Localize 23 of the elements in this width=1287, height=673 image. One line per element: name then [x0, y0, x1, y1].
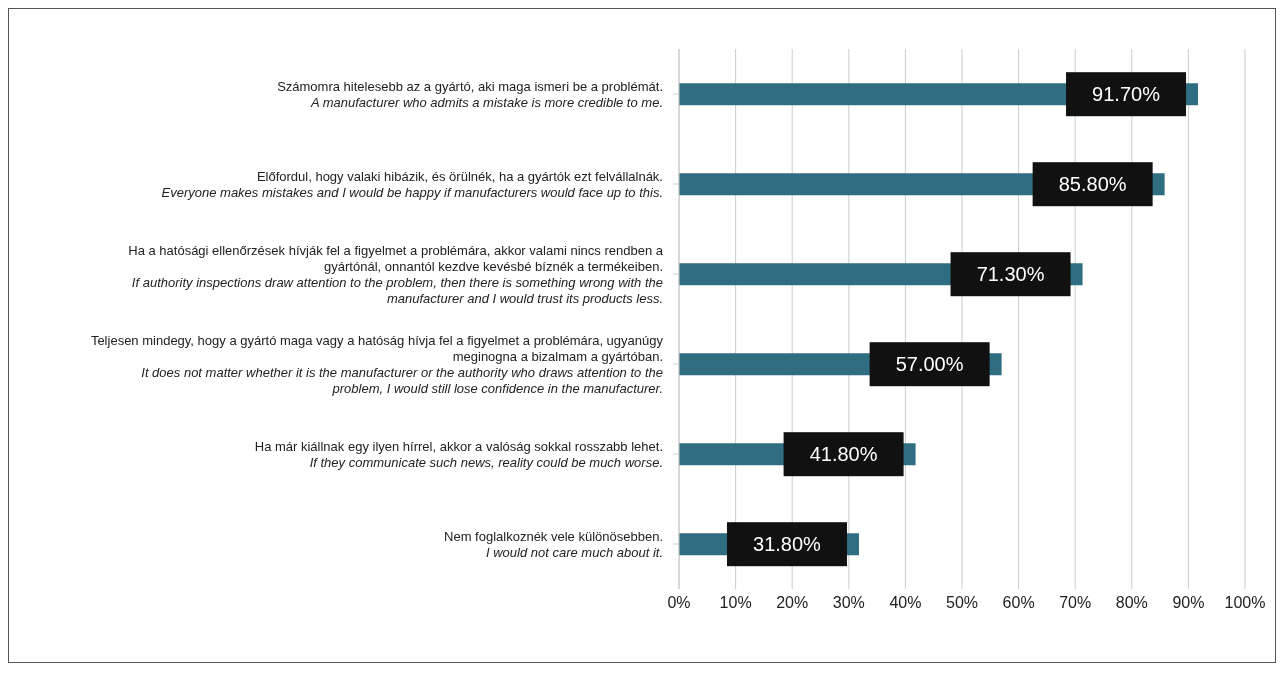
y-tick-label: Számomra hitelesebb az a gyártó, aki maga ismeri be a problémát. A manufacturer who admits a mistake is more credible to me. [277, 78, 663, 110]
y-tick-label: Ha a hatósági ellenőrzések hívják fel a figyelmet a problémára, akkor valami nincs rendben a gyártónál, onnantól kezdve kevésbé bíznék a termékeiben. If authority inspections draw attention to the problem, then there is something wrong with the manufacturer and I would trust its products less. [128, 242, 664, 306]
y-tick-label: Előfordul, hogy valaki hibázik, és örülnék, ha a gyártók ezt felvállalnák. Everyone makes mistakes and I would be happy if manufacturers would face up to this. [161, 168, 663, 200]
x-tick-label: 30% [832, 594, 865, 612]
x-tick-label: 50% [945, 594, 979, 612]
x-tick-label: 70% [1059, 594, 1092, 612]
x-tick-label: 90% [1172, 594, 1205, 612]
data-label: 71.30% [976, 263, 1045, 286]
y-tick-label: Ha már kiállnak egy ilyen hírrel, akkor a valóság sokkal rosszabb lehet. If they communicate such news, reality could be much worse. [254, 438, 663, 470]
y-tick-label: Teljesen mindegy, hogy a gyártó maga vagy a hatóság hívja fel a figyelmet a problémára, ugyanúgy meginogna a bizalmam a gyártóban. It does not matter whether it is the manufacturer or the authority who draws attention to the problem, I would still lose confidence in the manufacturer. [90, 332, 664, 396]
x-tick-label: 100% [1224, 594, 1266, 612]
x-tick-label: 40% [889, 594, 922, 612]
data-label: 41.80% [809, 443, 878, 466]
x-tick-label: 80% [1115, 594, 1148, 612]
x-tick-label: 10% [719, 594, 752, 612]
data-label: 91.70% [1092, 83, 1161, 106]
x-tick-label: 20% [776, 594, 809, 612]
x-tick-label: 0% [667, 594, 691, 612]
data-label: 57.00% [895, 353, 964, 376]
y-tick-label: Nem foglalkoznék vele különösebben. I would not care much about it. [444, 528, 663, 560]
x-tick-label: 60% [1002, 594, 1035, 612]
data-label: 31.80% [753, 533, 822, 556]
data-label: 85.80% [1058, 173, 1127, 196]
